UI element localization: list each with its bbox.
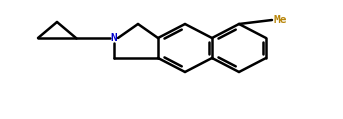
Text: Me: Me [274, 15, 287, 25]
Text: N: N [111, 33, 117, 43]
